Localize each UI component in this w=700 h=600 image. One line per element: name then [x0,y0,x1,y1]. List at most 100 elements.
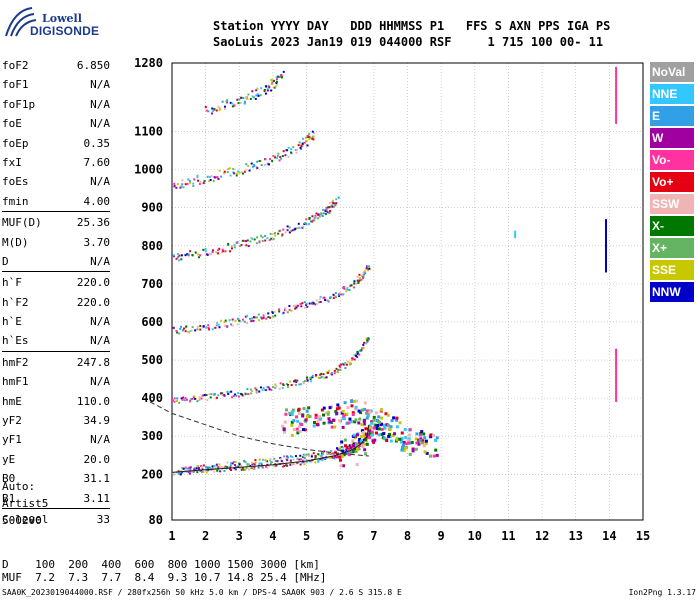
spread-point [376,423,380,427]
trace-point [322,373,325,376]
param-value: N/A [90,433,110,447]
trace-point [231,318,234,321]
trace-point [313,219,316,222]
trace-point [192,184,195,187]
trace-point [180,258,183,261]
trace-point [332,452,335,455]
trace-point [217,323,220,326]
trace-point [235,241,238,244]
trace-point [216,469,219,472]
trace-point [326,452,329,455]
trace-point [270,461,273,464]
spread-point [368,428,372,432]
trace-point [178,471,181,474]
y-tick-label: 200 [141,467,163,481]
trace-point [200,325,203,328]
spread-point [326,412,330,416]
param-value: 6.850 [76,59,110,72]
trace-point [342,363,345,366]
trace-point [253,238,256,241]
trace-point [210,112,213,115]
trace-point [319,295,322,298]
trace-point [339,366,342,369]
trace-point [267,84,270,87]
trace-point [231,105,234,108]
trace-point [249,464,252,467]
trace-point [311,137,314,140]
trace-point [235,172,238,175]
trace-point [288,308,291,311]
trace-point [315,299,318,302]
trace-point [315,212,318,215]
trace-point [296,227,299,230]
autoscaling-version: 500200 [2,514,42,527]
trace-point [193,468,196,471]
trace-point [286,455,289,458]
trace-point [329,456,332,459]
trace-point [173,397,176,400]
spread-point [360,423,364,427]
trace-point [218,169,221,172]
trace-point [289,380,292,383]
trace-point [219,392,222,395]
legend-item: Vo- [650,150,694,170]
trace-point [176,331,179,334]
spread-point [305,409,309,413]
trace-point [180,254,183,257]
trace-point [209,396,212,399]
trace-point [277,152,280,155]
trace-point [301,137,304,140]
trace-point [192,182,195,185]
trace-point [282,311,285,314]
trace-point [363,273,366,276]
param-label: foF1p [2,97,36,111]
trace-point [187,253,190,256]
trace-point [209,253,212,256]
trace-point [202,464,205,467]
trace-point [183,399,186,402]
trace-point [238,395,241,398]
trace-point [195,468,198,471]
trace-point [311,374,314,377]
param-row: foF1p N/A [2,95,110,114]
trace-point [184,330,187,333]
trace-point [229,464,232,467]
param-value: 31.1 [83,472,111,486]
trace-point [186,330,189,333]
spread-point [379,409,383,413]
trace-point [217,177,220,180]
trace-point [272,154,275,157]
trace-point [272,464,275,467]
spread-point [365,442,369,446]
spread-point [284,412,288,416]
trace-point [284,309,287,312]
trace-point [208,176,211,179]
trace-point [172,326,175,329]
trace-point [286,464,289,467]
trace-point [278,387,281,390]
trace-point [227,242,230,245]
trace-point [363,270,366,273]
trace-point [248,169,251,172]
trace-point [274,234,277,237]
trace-point [184,466,187,469]
trace-point [236,241,239,244]
spread-point [414,447,418,451]
spread-point [422,432,426,436]
spread-point [361,430,365,434]
trace-point [280,76,283,79]
trace-point [352,446,355,449]
trace-point [270,237,273,240]
trace-point [289,455,292,458]
trace-point [322,212,325,215]
trace-point [274,156,277,159]
trace-point [185,467,188,470]
trace-point [185,398,188,401]
digisonde-logo: Lowell DIGISONDE [2,2,112,42]
trace-point [188,180,191,183]
spread-point [358,437,362,441]
trace-point [275,464,278,467]
trace-point [223,105,226,108]
trace-point [306,134,309,137]
trace-point [331,205,334,208]
